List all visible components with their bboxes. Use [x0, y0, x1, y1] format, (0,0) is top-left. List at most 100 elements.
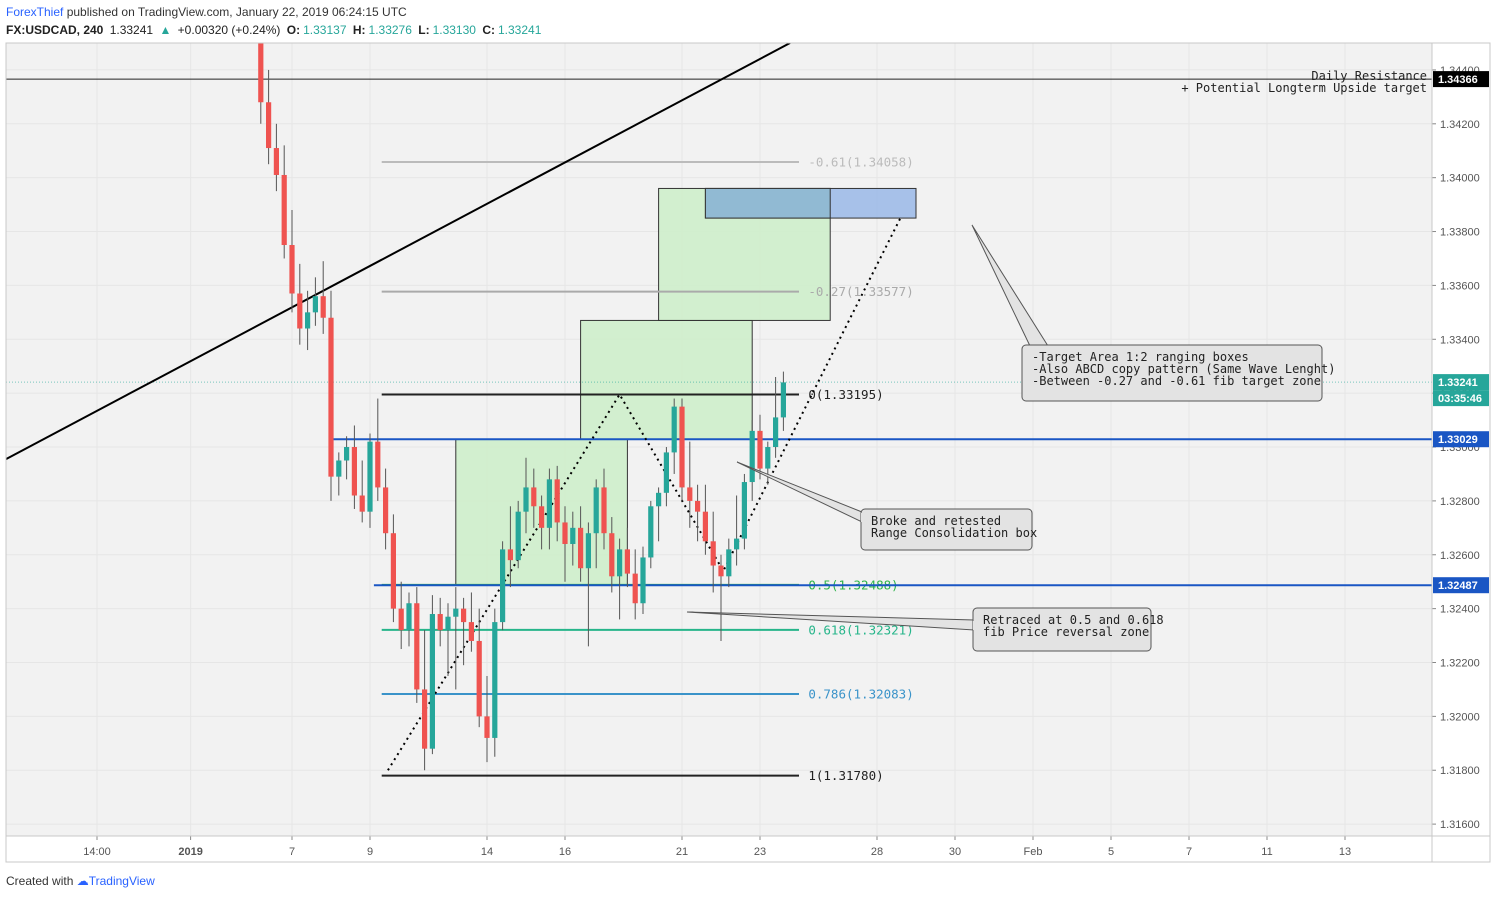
last-price: 1.33241: [109, 23, 154, 37]
candle-body: [328, 317, 334, 477]
candle-body: [663, 452, 669, 493]
candle-body: [640, 557, 646, 604]
candle-body: [593, 487, 599, 534]
author-link[interactable]: ForexThief: [6, 5, 64, 19]
candle-body: [453, 608, 459, 617]
fib-label--0.27: -0.27(1.33577): [808, 284, 913, 299]
candle-body: [437, 614, 443, 631]
candle-body: [515, 511, 521, 561]
time-tick-label: 5: [1108, 846, 1114, 858]
candle-body: [656, 492, 662, 507]
candle-body: [695, 500, 701, 512]
price-tick-label: 1.32400: [1440, 604, 1480, 616]
fib-label-0: 0(1.33195): [808, 387, 883, 402]
time-tick-label: 9: [367, 846, 373, 858]
fib-label-0.786: 0.786(1.32083): [808, 687, 913, 702]
price-tick-label: 1.33800: [1440, 227, 1480, 239]
candle-body: [710, 541, 716, 566]
price-axis[interactable]: 1.344001.342001.340001.338001.336001.334…: [1432, 43, 1490, 836]
price-tick-label: 1.33400: [1440, 334, 1480, 346]
candle-body: [445, 616, 451, 631]
time-axis-border: [5, 835, 1491, 863]
symbol-label: FX:USDCAD, 240: [6, 23, 104, 37]
countdown-badge-label: 03:35:46: [1438, 393, 1482, 405]
resistance-note-text: + Potential Longterm Upside target: [1181, 81, 1427, 95]
annotations: -Target Area 1:2 ranging boxes-Also ABCD…: [686, 69, 1427, 652]
time-tick-label: 7: [1186, 846, 1192, 858]
candle-body: [406, 603, 412, 631]
retraced-note-text: fib Price reversal zone: [983, 625, 1149, 639]
retraced-note-text: Retraced at 0.5 and 0.618: [983, 613, 1164, 627]
candle-body: [741, 482, 747, 539]
time-axis[interactable]: 14:00 2019 7 9 14 16 21 23 28 30 Feb 5 7 11 13: [6, 836, 1432, 862]
candle-body: [336, 460, 342, 477]
candle-body: [367, 441, 373, 512]
price-tick-label: 1.31600: [1440, 819, 1480, 831]
created-with-label: Created with: [6, 874, 74, 888]
candle-body: [383, 487, 389, 534]
candle-body: [726, 549, 732, 577]
trend-lines: [6, 43, 902, 771]
candle-body: [312, 296, 318, 313]
footer: Created with ☁TradingView: [6, 874, 155, 888]
candle-body: [773, 417, 779, 448]
target-note-text: -Also ABCD copy pattern (Same Wave Lengh…: [1032, 362, 1335, 376]
candle-body: [609, 533, 615, 577]
candle-body: [492, 622, 498, 738]
price-tick-label: 1.33600: [1440, 280, 1480, 292]
candle-body: [461, 608, 467, 623]
published-text: published on TradingView.com, January 22…: [66, 5, 407, 19]
price-tick-label: 1.32600: [1440, 550, 1480, 562]
open-label: O:: [286, 23, 301, 37]
candle-body: [422, 689, 428, 749]
candle-body: [507, 549, 513, 561]
change-up-icon: ▲: [159, 23, 172, 37]
low-label: L:: [418, 23, 430, 37]
candle-body: [617, 549, 623, 577]
time-tick-label: 23: [754, 846, 766, 858]
candle-body: [468, 622, 474, 641]
long-trendline: [6, 43, 791, 461]
candle-body: [601, 487, 607, 534]
candle-body: [632, 573, 638, 604]
broke-note-text: Broke and retested: [871, 514, 1001, 528]
candle-body: [476, 640, 482, 717]
resistance-note-text: Daily Resistance: [1311, 69, 1427, 83]
candle-body: [390, 533, 396, 609]
candle-body: [500, 549, 506, 623]
candle-body: [554, 479, 560, 523]
time-tick-label: 28: [871, 846, 883, 858]
tradingview-brand[interactable]: TradingView: [88, 874, 155, 888]
time-tick-label: 16: [559, 846, 571, 858]
price-tick-label: 1.32000: [1440, 711, 1480, 723]
candle-body: [734, 538, 740, 550]
candle-body: [414, 603, 420, 690]
candle-body: [718, 565, 724, 577]
tradingview-logo-icon: ☁: [76, 874, 89, 888]
time-tick-label: Feb: [1024, 846, 1043, 858]
candle-body: [305, 312, 311, 329]
candle-body: [484, 716, 490, 738]
broke-note-join: [861, 513, 863, 522]
price-badge-1.34366: [1433, 71, 1489, 88]
change-value: +0.00320 (+0.24%): [177, 23, 281, 37]
close-label: C:: [482, 23, 495, 37]
price-badge-1.33029: [1433, 431, 1489, 448]
target-note-text: -Target Area 1:2 ranging boxes: [1032, 350, 1249, 364]
candle-body: [375, 441, 381, 488]
candle-body: [671, 406, 677, 453]
candle-body: [749, 430, 755, 483]
price-tick-label: 1.32200: [1440, 658, 1480, 670]
candle-body: [320, 296, 326, 318]
candle-body: [702, 511, 708, 542]
candle-body: [351, 447, 357, 496]
time-tick-label: 7: [289, 846, 295, 858]
fib-label--0.61: -0.61(1.34058): [808, 155, 913, 170]
broke-note-text: Range Consolidation box: [871, 526, 1037, 540]
high-label: H:: [352, 23, 366, 37]
time-tick-label: 13: [1339, 846, 1351, 858]
symbol-info: FX:USDCAD, 240 1.33241 ▲ +0.00320 (+0.24…: [6, 23, 544, 37]
time-tick-label: 14:00: [83, 846, 111, 858]
open-value: 1.33137: [303, 23, 347, 37]
